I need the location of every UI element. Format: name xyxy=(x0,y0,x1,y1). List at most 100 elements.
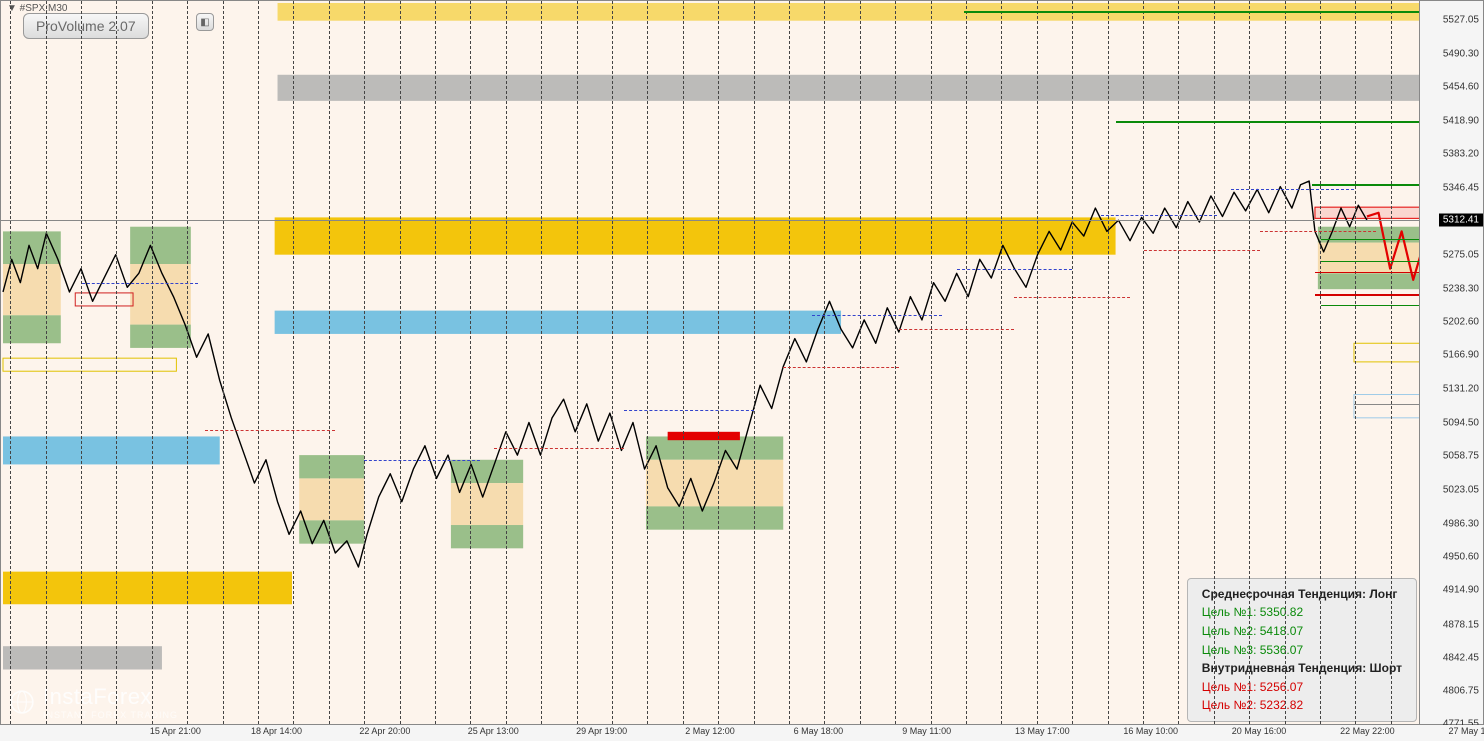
y-axis: 5527.05 5490.30 5454.60 5418.90 5383.20 5346.… xyxy=(1420,0,1484,725)
dash-marker xyxy=(1231,189,1354,190)
vgrid-line xyxy=(470,1,471,724)
current-price-badge: 5312.41 xyxy=(1439,213,1483,226)
vgrid-line xyxy=(754,1,755,724)
y-tick: 5202.60 xyxy=(1443,317,1479,328)
y-tick: 5346.45 xyxy=(1443,183,1479,194)
vgrid-line xyxy=(931,1,932,724)
dash-marker xyxy=(957,269,1073,270)
x-tick: 22 Apr 20:00 xyxy=(359,726,410,736)
zone-rect xyxy=(75,293,133,306)
dash-marker xyxy=(494,448,624,449)
vgrid-line xyxy=(683,1,684,724)
target-line xyxy=(1321,305,1420,306)
y-tick: 5094.50 xyxy=(1443,417,1479,428)
y-tick: 5166.90 xyxy=(1443,350,1479,361)
y-tick: 5238.30 xyxy=(1443,283,1479,294)
y-tick: 4842.45 xyxy=(1443,652,1479,663)
vgrid-line xyxy=(364,1,365,724)
x-axis: 15 Apr 21:0018 Apr 14:0022 Apr 20:0025 A… xyxy=(0,725,1484,741)
logo-tagline: INSTANT FOREX TRADING xyxy=(43,710,178,720)
vgrid-line xyxy=(647,1,648,724)
zone-rect xyxy=(646,506,783,529)
chart-plot-area[interactable]: ▼ #SPX:M30 ProVolume 2.07 ◧ InstaForex I… xyxy=(0,0,1420,725)
vgrid-line xyxy=(1320,1,1321,724)
y-tick: 5383.20 xyxy=(1443,148,1479,159)
chart-root: ▼ #SPX:M30 ProVolume 2.07 ◧ InstaForex I… xyxy=(0,0,1484,741)
x-tick: 27 May 15:00 xyxy=(1449,726,1484,736)
x-tick: 6 May 18:00 xyxy=(794,726,844,736)
dash-marker xyxy=(899,329,1015,330)
zone-rect xyxy=(3,231,61,264)
vgrid-line xyxy=(1072,1,1073,724)
dash-marker xyxy=(624,410,754,411)
y-tick: 4806.75 xyxy=(1443,686,1479,697)
legend-target-r1: Цель №1: 5256.07 xyxy=(1202,678,1402,697)
target-line xyxy=(1315,294,1420,296)
x-tick: 2 May 12:00 xyxy=(685,726,735,736)
indicator-settings-icon[interactable]: ◧ xyxy=(196,13,214,31)
zone-rect xyxy=(1354,343,1420,362)
target-line xyxy=(1116,121,1420,123)
dash-marker xyxy=(1144,250,1260,251)
vgrid-line xyxy=(187,1,188,724)
y-tick: 5131.20 xyxy=(1443,383,1479,394)
legend-target-g3: Цель №3: 5536.07 xyxy=(1202,641,1402,660)
vgrid-line xyxy=(1037,1,1038,724)
x-tick: 13 May 17:00 xyxy=(1015,726,1070,736)
vgrid-line xyxy=(435,1,436,724)
x-tick: 18 Apr 14:00 xyxy=(251,726,302,736)
y-tick: 4950.60 xyxy=(1443,552,1479,563)
zone-rect xyxy=(668,432,740,440)
vgrid-line xyxy=(400,1,401,724)
y-tick: 5527.05 xyxy=(1443,14,1479,25)
vgrid-line xyxy=(506,1,507,724)
vgrid-line xyxy=(329,1,330,724)
vgrid-line xyxy=(293,1,294,724)
zone-rect xyxy=(275,217,1116,254)
vgrid-line xyxy=(718,1,719,724)
vgrid-line xyxy=(10,1,11,724)
y-tick: 5490.30 xyxy=(1443,48,1479,59)
vgrid-line xyxy=(81,1,82,724)
x-tick: 15 Apr 21:00 xyxy=(150,726,201,736)
vgrid-line xyxy=(966,1,967,724)
vgrid-line xyxy=(612,1,613,724)
dash-marker xyxy=(1014,297,1130,298)
vgrid-line xyxy=(46,1,47,724)
vgrid-line xyxy=(258,1,259,724)
y-tick: 4878.15 xyxy=(1443,619,1479,630)
y-tick: 5023.05 xyxy=(1443,484,1479,495)
vgrid-line xyxy=(1214,1,1215,724)
y-tick: 5418.90 xyxy=(1443,115,1479,126)
vgrid-line xyxy=(116,1,117,724)
indicator-badge[interactable]: ProVolume 2.07 xyxy=(23,13,149,39)
legend-target-g2: Цель №2: 5418.07 xyxy=(1202,622,1402,641)
vgrid-line xyxy=(1285,1,1286,724)
vgrid-line xyxy=(860,1,861,724)
x-tick: 9 May 11:00 xyxy=(902,726,951,736)
target-line xyxy=(1315,272,1420,273)
dash-marker xyxy=(205,430,335,431)
target-line xyxy=(1354,404,1420,405)
logo-brand: InstaForex xyxy=(43,684,178,710)
zone-rect xyxy=(646,460,783,507)
y-tick: 5454.60 xyxy=(1443,82,1479,93)
target-line xyxy=(1321,239,1420,240)
y-tick: 4986.30 xyxy=(1443,518,1479,529)
vgrid-line xyxy=(1249,1,1250,724)
vgrid-line xyxy=(1355,1,1356,724)
vgrid-line xyxy=(789,1,790,724)
zone-rect xyxy=(130,264,191,325)
target-line xyxy=(1312,184,1420,186)
zone-rect xyxy=(3,358,176,371)
forecast-red xyxy=(1367,110,1420,291)
dash-marker xyxy=(1260,231,1376,232)
legend-intra-header: Внутридневная Тенденция: Шорт xyxy=(1202,659,1402,678)
vgrid-line xyxy=(223,1,224,724)
vgrid-line xyxy=(1001,1,1002,724)
zone-rect xyxy=(1318,243,1420,274)
vgrid-line xyxy=(895,1,896,724)
zone-rect xyxy=(3,646,162,669)
zone-rect xyxy=(299,478,364,520)
vgrid-line xyxy=(1108,1,1109,724)
